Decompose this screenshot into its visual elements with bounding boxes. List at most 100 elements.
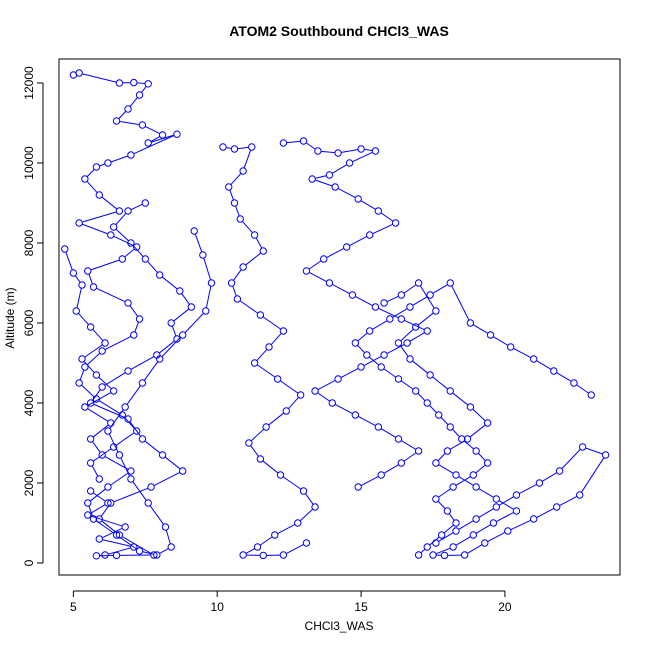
series-line-segment xyxy=(203,258,211,280)
data-point xyxy=(440,551,449,560)
series-line-segment xyxy=(464,440,474,450)
data-point xyxy=(61,245,69,253)
data-point xyxy=(127,239,135,247)
data-point xyxy=(380,351,388,359)
series-line-segment xyxy=(102,528,123,538)
series-line-segment xyxy=(401,440,416,450)
data-point xyxy=(130,543,138,551)
series-line-segment xyxy=(100,505,110,517)
data-point xyxy=(250,231,259,239)
data-point xyxy=(155,271,164,279)
series-line-segment xyxy=(270,333,282,345)
data-point xyxy=(550,367,558,375)
series-line-segment xyxy=(455,476,471,486)
data-point xyxy=(299,137,308,145)
series-line-segment xyxy=(404,320,425,330)
data-point xyxy=(132,427,141,435)
data-point xyxy=(230,199,239,207)
data-point xyxy=(351,411,360,419)
series-line-segment xyxy=(437,501,446,509)
plot-frame xyxy=(58,58,621,576)
series-line-segment xyxy=(96,288,126,302)
series-line-segment xyxy=(108,433,119,453)
series-line-segment xyxy=(542,472,557,482)
data-point xyxy=(576,491,584,499)
data-point xyxy=(386,315,394,323)
data-point xyxy=(294,519,302,527)
data-point xyxy=(81,363,89,371)
series-line-segment xyxy=(181,293,190,305)
series-line-segment xyxy=(473,324,488,334)
series-line-segment xyxy=(251,429,264,441)
series-line-segment xyxy=(144,440,161,454)
series-5 xyxy=(380,279,610,560)
data-point xyxy=(374,423,383,431)
data-point xyxy=(452,519,460,527)
data-point xyxy=(279,327,288,335)
x-tick-label: 10 xyxy=(211,600,225,614)
series-line-segment xyxy=(230,173,242,185)
series-line-segment xyxy=(536,508,554,518)
series-line-segment xyxy=(88,274,93,284)
series-line-segment xyxy=(115,229,129,241)
data-point xyxy=(144,80,152,88)
series-line-segment xyxy=(317,392,330,402)
series-line-segment xyxy=(262,316,281,330)
data-point xyxy=(127,151,135,159)
series-line-segment xyxy=(159,548,169,554)
data-point xyxy=(233,295,242,303)
series-line-segment xyxy=(340,368,359,378)
data-point xyxy=(472,483,480,491)
data-point xyxy=(553,503,561,511)
series-line-segment xyxy=(90,259,120,271)
series-line-segment xyxy=(243,150,252,168)
data-point xyxy=(161,523,170,531)
data-point xyxy=(256,311,265,319)
series-line-segment xyxy=(372,224,393,234)
data-point xyxy=(394,435,403,443)
series-line-segment xyxy=(87,353,100,365)
series-line-segment xyxy=(286,140,301,144)
y-tick-label: 6000 xyxy=(22,309,36,336)
series-line-segment xyxy=(92,329,104,341)
series-line-segment xyxy=(478,488,494,498)
data-point xyxy=(472,447,480,455)
series-line-segment xyxy=(145,126,160,134)
series-line-segment xyxy=(443,524,454,534)
series-line-segment xyxy=(286,544,304,554)
data-point xyxy=(374,207,383,215)
data-point xyxy=(466,403,475,411)
data-point xyxy=(107,231,115,239)
data-point xyxy=(452,471,460,479)
data-point xyxy=(366,231,374,239)
series-line-segment xyxy=(65,252,73,270)
series-line-segment xyxy=(268,412,284,426)
data-point xyxy=(414,551,423,559)
data-point xyxy=(86,487,95,495)
series-line-segment xyxy=(113,487,148,503)
data-point xyxy=(115,451,124,459)
data-point xyxy=(190,227,198,235)
data-point xyxy=(101,551,109,559)
y-tick-label: 4000 xyxy=(22,389,36,416)
data-point xyxy=(187,303,196,311)
data-marks xyxy=(61,69,610,560)
series-line-segment xyxy=(131,204,143,210)
data-point xyxy=(394,375,403,383)
series-line-segment xyxy=(129,305,138,317)
series-line-segment xyxy=(317,380,336,390)
series-line-segment xyxy=(361,476,379,486)
data-point xyxy=(302,539,311,547)
series-line-segment xyxy=(118,111,126,119)
series-line-segment xyxy=(300,509,313,521)
series-line-segment xyxy=(229,190,234,200)
data-point xyxy=(406,355,414,363)
data-point xyxy=(109,387,118,395)
series-line-segment xyxy=(84,344,103,358)
series-line-segment xyxy=(369,356,379,366)
data-point xyxy=(72,307,80,315)
data-point xyxy=(124,367,132,375)
data-point xyxy=(176,287,184,295)
data-point xyxy=(371,303,380,311)
data-point xyxy=(458,435,466,443)
